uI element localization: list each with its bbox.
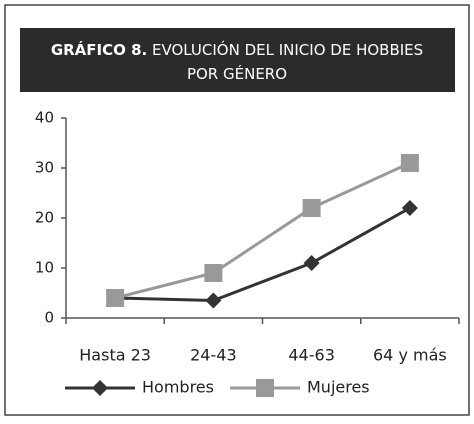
point-marker [106,289,125,307]
chart-title-line2: POR GÉNERO [187,64,287,83]
x-tick-label: 24-43 [190,346,237,365]
series-line [114,161,411,300]
series-line [115,206,411,303]
y-tick-label: 10 [35,259,54,277]
chart-title-text: EVOLUCIÓN DEL INICIO DE HOBBIES [152,40,423,59]
legend-marker [256,379,274,397]
legend-marker [92,380,108,396]
x-tick-label: Hasta 23 [79,346,151,365]
y-tick-label: 20 [35,209,54,227]
point-marker [303,255,320,271]
legend-label: Mujeres [307,378,370,397]
point-marker [400,154,419,172]
legend-label: Hombres [142,378,214,397]
point-marker [302,199,321,217]
y-tick-label: 30 [35,159,54,177]
y-tick-label: 0 [44,309,54,327]
x-tick-label: 44-63 [288,346,335,365]
point-marker [204,264,223,282]
chart-title: GRÁFICO 8. EVOLUCIÓN DEL INICIO DE HOBBI… [51,40,423,59]
y-tick-label: 40 [35,109,54,127]
point-marker [205,292,222,309]
title-label: GRÁFICO 8. [51,40,147,59]
point-marker [401,200,418,216]
title-band [20,28,455,92]
chart-title-text: POR GÉNERO [187,64,287,83]
x-tick-label: 64 y más [373,346,447,365]
